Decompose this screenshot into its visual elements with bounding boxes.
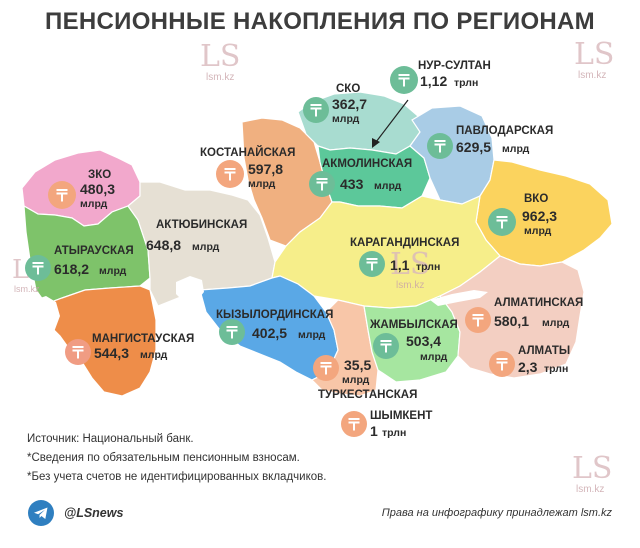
svg-text:lsm.kz: lsm.kz [578,70,606,81]
svg-text:35,5: 35,5 [344,357,371,373]
svg-text:КЫЗЫЛОРДИНСКАЯ: КЫЗЫЛОРДИНСКАЯ [216,309,333,321]
label-pavlodar: ПАВЛОДАРСКАЯ 629,5 млрд [427,125,553,159]
svg-text:млрд: млрд [332,113,360,125]
page-title: ПЕНСИОННЫЕ НАКОПЛЕНИЯ ПО РЕГИОНАМ [45,8,595,35]
label-aktobe: АКТЮБИНСКАЯ 648,8 млрд [146,219,247,253]
svg-text:618,2: 618,2 [54,261,89,277]
svg-text:648,8: 648,8 [146,237,181,253]
svg-text:629,5: 629,5 [456,139,491,155]
arrow-nur-sultan [375,99,409,143]
svg-text:402,5: 402,5 [252,325,287,341]
watermark-ls-bottom-right: LS lsm.kz [572,451,612,495]
region-akmola [317,145,431,209]
label-kyzylorda: КЫЗЫЛОРДИНСКАЯ 402,5 млрд [216,309,333,345]
svg-text:АКТЮБИНСКАЯ: АКТЮБИНСКАЯ [156,219,247,231]
label-kostanay: КОСТАНАЙСКАЯ 597,8 млрд [200,146,295,190]
label-vko: ВКО 962,3 млрд [488,193,557,237]
svg-text:lsm.kz: lsm.kz [576,484,604,495]
caspian-sea [32,296,60,344]
svg-text:1,1: 1,1 [390,257,410,273]
source-notes: Источник: Национальный банк. *Сведения п… [27,430,326,487]
svg-text:ШЫМКЕНТ: ШЫМКЕНТ [370,410,432,422]
region-mangystau [43,285,157,397]
region-almaty [439,255,585,379]
svg-text:lsm.kz: lsm.kz [206,72,234,83]
svg-text:млрд: млрд [502,143,530,155]
arrow-head [372,138,380,148]
svg-text:544,3: 544,3 [94,345,129,361]
label-almaty-region: АЛМАТИНСКАЯ 580,1 млрд [465,297,583,333]
svg-text:480,3: 480,3 [80,181,115,197]
svg-text:LS: LS [390,247,430,282]
label-shymkent: ШЫМКЕНТ 1 трлн [341,410,432,439]
label-atyrau: АТЫРАУСКАЯ 618,2 млрд [25,245,134,281]
telegram-icon[interactable] [28,500,54,526]
svg-text:ЗКО: ЗКО [88,169,111,181]
svg-text:трлн: трлн [382,427,406,439]
svg-text:LS: LS [200,39,240,74]
svg-text:НУР-СУЛТАН: НУР-СУЛТАН [418,60,491,72]
watermark-ls-top-left: LS lsm.kz [200,39,240,83]
svg-text:млрд: млрд [99,265,127,277]
svg-text:млрд: млрд [140,349,168,361]
note-line: *Сведения по обязательным пенсионным взн… [27,452,300,464]
svg-text:LS: LS [574,37,614,72]
svg-text:lsm.kz: lsm.kz [396,280,424,291]
svg-text:млрд: млрд [542,317,570,329]
svg-text:млрд: млрд [80,198,108,210]
region-zhambyl [363,295,461,383]
label-nur-sultan: НУР-СУЛТАН 1,12 трлн [390,60,491,94]
social-handle[interactable]: @LSnews [64,506,124,520]
svg-text:млрд: млрд [374,180,402,192]
svg-text:LS: LS [572,451,612,486]
copyright-note: Права на инфографику принадлежат lsm.kz [381,507,612,519]
svg-text:КАРАГАНДИНСКАЯ: КАРАГАНДИНСКАЯ [350,237,459,249]
svg-text:трлн: трлн [544,363,568,375]
svg-text:КОСТАНАЙСКАЯ: КОСТАНАЙСКАЯ [200,146,295,159]
svg-text:млрд: млрд [248,178,276,190]
lake-balkhash [430,290,488,306]
svg-text:ВКО: ВКО [524,193,548,205]
aral-sea [176,276,204,302]
svg-text:млрд: млрд [298,329,326,341]
label-sko: СКО 362,7 млрд [303,83,367,125]
label-mangystau: МАНГИСТАУСКАЯ 544,3 млрд [65,333,194,365]
svg-text:1,12: 1,12 [420,73,447,89]
svg-text:580,1: 580,1 [494,313,529,329]
svg-text:ТУРКЕСТАНСКАЯ: ТУРКЕСТАНСКАЯ [318,389,417,401]
watermark-ls-top-right: LS lsm.kz [574,37,614,81]
svg-text:МАНГИСТАУСКАЯ: МАНГИСТАУСКАЯ [92,333,194,345]
label-turkestan: 35,5 млрд ТУРКЕСТАНСКАЯ [313,355,417,401]
svg-text:млрд: млрд [420,351,448,363]
watermark-ls-center: LS lsm.kz [390,247,430,291]
label-almaty-city: АЛМАТЫ 2,3 трлн [489,345,570,377]
svg-text:597,8: 597,8 [248,161,283,177]
source-line: Источник: Национальный банк. [27,433,194,445]
label-zhambyl: ЖАМБЫЛСКАЯ 503,4 млрд [369,319,458,363]
svg-text:млрд: млрд [524,225,552,237]
svg-text:АЛМАТЫ: АЛМАТЫ [518,345,570,357]
label-karaganda: КАРАГАНДИНСКАЯ 1,1 трлн [350,237,459,277]
svg-text:АКМОЛИНСКАЯ: АКМОЛИНСКАЯ [322,158,412,170]
note-line: *Без учета счетов не идентифицированных … [27,471,327,483]
label-akmola: АКМОЛИНСКАЯ 433 млрд [309,158,412,197]
svg-text:362,7: 362,7 [332,96,367,112]
svg-text:433: 433 [340,176,364,192]
svg-text:СКО: СКО [336,83,360,95]
svg-text:503,4: 503,4 [406,333,441,349]
svg-text:ПАВЛОДАРСКАЯ: ПАВЛОДАРСКАЯ [456,125,553,137]
svg-text:млрд: млрд [192,241,220,253]
svg-text:АТЫРАУСКАЯ: АТЫРАУСКАЯ [54,245,134,257]
svg-text:млрд: млрд [342,374,370,386]
svg-text:АЛМАТИНСКАЯ: АЛМАТИНСКАЯ [494,297,583,309]
svg-text:lsm.kz: lsm.kz [14,284,40,294]
label-zko: ЗКО 480,3 млрд [48,169,115,210]
svg-text:ЖАМБЫЛСКАЯ: ЖАМБЫЛСКАЯ [369,319,458,331]
svg-text:трлн: трлн [416,261,440,273]
svg-text:1: 1 [370,423,378,439]
svg-text:962,3: 962,3 [522,208,557,224]
svg-text:2,3: 2,3 [518,359,538,375]
svg-text:трлн: трлн [454,77,478,89]
